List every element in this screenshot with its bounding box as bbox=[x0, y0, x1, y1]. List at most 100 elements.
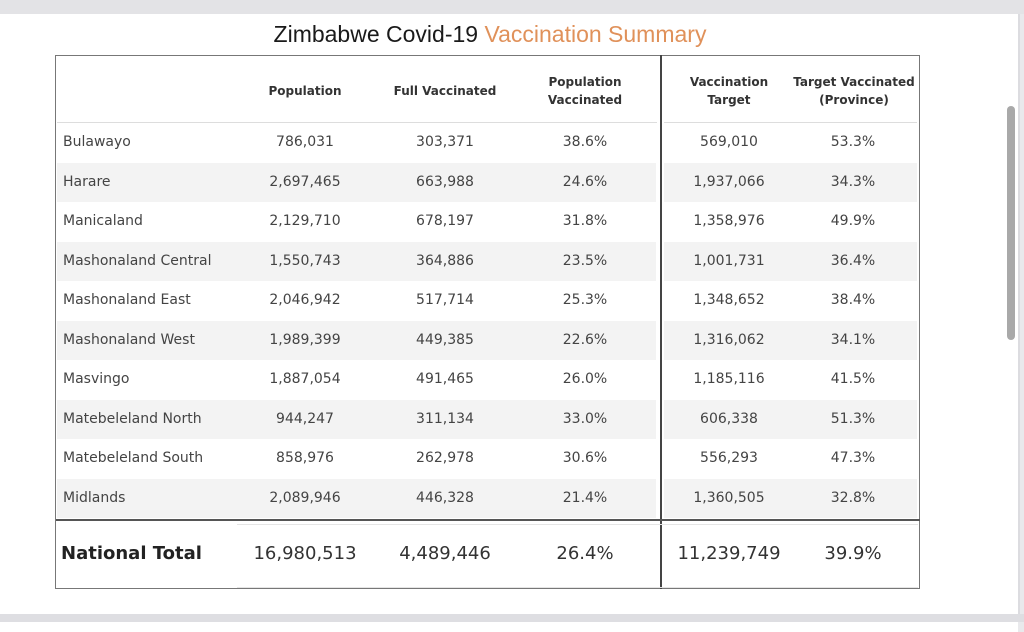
column-group-divider bbox=[660, 55, 662, 589]
cell-population: 858,976 bbox=[276, 450, 334, 466]
row-shade bbox=[57, 162, 656, 202]
total-divider bbox=[56, 519, 920, 521]
header-line1: Full Vaccinated bbox=[393, 84, 497, 98]
row-shade bbox=[57, 320, 656, 360]
header-full-vaccinated: Full Vaccinated bbox=[380, 60, 510, 122]
total-target-vaccinated: 39.9% bbox=[824, 543, 882, 564]
cell-target-vaccinated: 51.3% bbox=[830, 410, 876, 427]
cell-population-vaccinated: 21.4% bbox=[562, 489, 608, 506]
cell-population: 786,031 bbox=[276, 134, 334, 150]
cell-target-vaccinated: 34.1% bbox=[830, 331, 876, 348]
cell-population: 1,887,054 bbox=[269, 371, 341, 387]
cell-province: Midlands bbox=[63, 489, 126, 506]
cell-population: 2,697,465 bbox=[269, 173, 341, 190]
cell-province: Manicaland bbox=[63, 213, 143, 229]
cell-population-vaccinated: 33.0% bbox=[562, 410, 608, 427]
header-underline bbox=[664, 122, 917, 123]
cell-target-vaccinated: 49.9% bbox=[830, 213, 876, 229]
cell-target-vaccinated: 34.3% bbox=[830, 173, 876, 190]
row-shade bbox=[57, 478, 656, 518]
table-row: Bulawayo 786,031 303,371 38.6% 569,010 53.3% bbox=[57, 123, 917, 162]
cell-vaccination-target: 1,358,976 bbox=[693, 213, 765, 229]
header-line1: Population bbox=[548, 75, 622, 89]
cell-population: 2,089,946 bbox=[269, 489, 341, 506]
title-accent: Vaccination Summary bbox=[484, 21, 707, 47]
cell-province: Mashonaland Central bbox=[63, 252, 212, 269]
cell-target-vaccinated: 36.4% bbox=[830, 252, 876, 269]
cell-full-vaccinated: 446,328 bbox=[416, 489, 474, 506]
table-row: Masvingo 1,887,054 491,465 26.0% 1,185,116 41… bbox=[57, 360, 917, 399]
cell-province: Mashonaland East bbox=[63, 292, 191, 308]
cell-full-vaccinated: 303,371 bbox=[416, 134, 474, 150]
cell-full-vaccinated: 262,978 bbox=[416, 450, 474, 466]
cell-province: Masvingo bbox=[63, 371, 130, 387]
cell-vaccination-target: 1,937,066 bbox=[693, 173, 765, 190]
cell-population-vaccinated: 25.3% bbox=[562, 292, 608, 308]
cell-vaccination-target: 1,001,731 bbox=[693, 252, 765, 269]
cell-target-vaccinated: 47.3% bbox=[830, 450, 876, 466]
total-top-line bbox=[237, 524, 918, 525]
row-shade bbox=[664, 241, 917, 281]
cell-full-vaccinated: 517,714 bbox=[416, 292, 474, 308]
cell-full-vaccinated: 491,465 bbox=[416, 371, 474, 387]
cell-full-vaccinated: 663,988 bbox=[416, 173, 474, 190]
cell-target-vaccinated: 53.3% bbox=[830, 134, 876, 150]
total-label: National Total bbox=[61, 543, 202, 564]
cell-province: Mashonaland West bbox=[63, 331, 195, 348]
header-underline bbox=[57, 122, 657, 123]
cell-population-vaccinated: 38.6% bbox=[562, 134, 608, 150]
cell-target-vaccinated: 41.5% bbox=[830, 371, 876, 387]
cell-vaccination-target: 606,338 bbox=[700, 410, 758, 427]
cell-population: 1,989,399 bbox=[269, 331, 341, 348]
cell-vaccination-target: 569,010 bbox=[700, 134, 758, 150]
page-title: Zimbabwe Covid-19 Vaccination Summary bbox=[0, 21, 980, 48]
table-row: Manicaland 2,129,710 678,197 31.8% 1,358,976… bbox=[57, 202, 917, 241]
header-population-vaccinated: Population Vaccinated bbox=[520, 60, 650, 122]
cell-vaccination-target: 1,360,505 bbox=[693, 489, 765, 506]
vertical-scrollbar[interactable] bbox=[1007, 106, 1015, 340]
title-prefix: Zimbabwe Covid-19 bbox=[273, 21, 479, 47]
row-shade bbox=[664, 320, 917, 360]
cell-full-vaccinated: 449,385 bbox=[416, 331, 474, 348]
cell-population-vaccinated: 23.5% bbox=[562, 252, 608, 269]
row-shade bbox=[664, 478, 917, 518]
cell-population-vaccinated: 24.6% bbox=[562, 173, 608, 190]
table-row: Mashonaland Central 1,550,743 364,886 23.5%… bbox=[57, 241, 917, 281]
total-population-vaccinated: 26.4% bbox=[556, 543, 614, 564]
table-row: Harare 2,697,465 663,988 24.6% 1,937,066 34.3… bbox=[57, 162, 917, 202]
row-shade bbox=[664, 162, 917, 202]
cell-full-vaccinated: 678,197 bbox=[416, 213, 474, 229]
table-row: Mashonaland West 1,989,399 449,385 22.6% 1,3… bbox=[57, 320, 917, 360]
cell-vaccination-target: 1,316,062 bbox=[693, 331, 765, 348]
cell-population: 944,247 bbox=[276, 410, 334, 427]
header-line2: Target bbox=[707, 93, 751, 107]
row-shade bbox=[57, 241, 656, 281]
cell-population-vaccinated: 30.6% bbox=[562, 450, 608, 466]
row-shade bbox=[57, 399, 656, 439]
table-row: Mashonaland East 2,046,942 517,714 25.3% 1,3… bbox=[57, 281, 917, 320]
total-row: National Total 16,980,513 4,489,446 26.4… bbox=[57, 521, 917, 587]
total-population: 16,980,513 bbox=[253, 543, 357, 564]
cell-population: 2,129,710 bbox=[269, 213, 341, 229]
bottom-divider-bar bbox=[0, 614, 1024, 622]
cell-full-vaccinated: 311,134 bbox=[416, 410, 474, 427]
header-line2: (Province) bbox=[819, 93, 889, 107]
header-population: Population bbox=[240, 60, 370, 122]
cell-population-vaccinated: 22.6% bbox=[562, 331, 608, 348]
table-row: Matebeleland South 858,976 262,978 30.6% 556… bbox=[57, 439, 917, 478]
header-line1: Vaccination bbox=[689, 75, 769, 89]
table-row: Midlands 2,089,946 446,328 21.4% 1,360,505 32… bbox=[57, 478, 917, 518]
cell-province: Bulawayo bbox=[63, 134, 131, 150]
total-full-vaccinated: 4,489,446 bbox=[399, 543, 491, 564]
header-line1: Population bbox=[268, 84, 342, 98]
header-line1: Target Vaccinated bbox=[793, 75, 915, 89]
cell-vaccination-target: 1,185,116 bbox=[693, 371, 765, 387]
cell-target-vaccinated: 38.4% bbox=[830, 292, 876, 308]
row-shade bbox=[664, 399, 917, 439]
header-line2: Vaccinated bbox=[547, 93, 623, 107]
cell-population: 1,550,743 bbox=[269, 252, 341, 269]
cell-province: Matebeleland North bbox=[63, 410, 202, 427]
cell-population: 2,046,942 bbox=[269, 292, 341, 308]
table-row: Matebeleland North 944,247 311,134 33.0% 606… bbox=[57, 399, 917, 439]
cell-vaccination-target: 1,348,652 bbox=[693, 292, 765, 308]
